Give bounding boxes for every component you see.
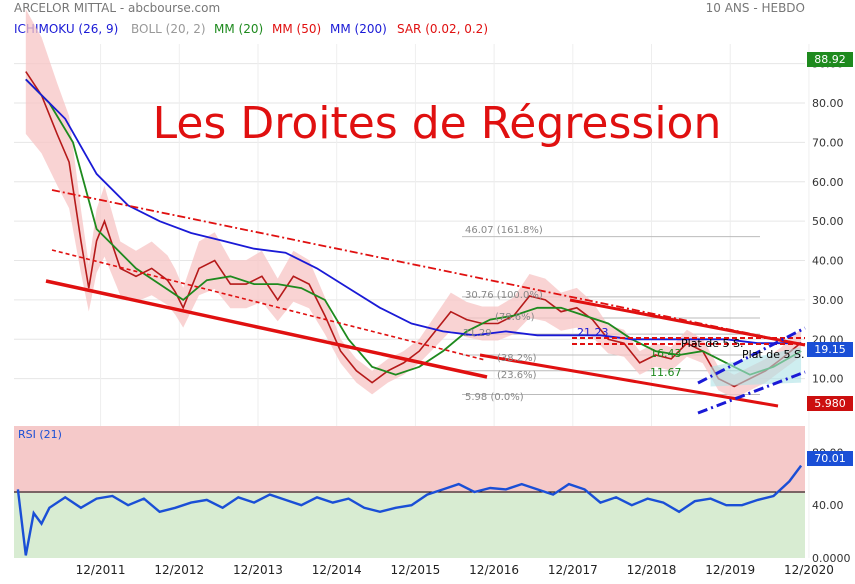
blue-channel-upper[interactable]	[697, 326, 806, 385]
price-tick-label: 80.00	[812, 97, 844, 110]
x-tick-label: 12/2015	[390, 563, 440, 577]
price-panel: 10.0020.0030.0040.0050.0060.0070.0080.00…	[14, 9, 853, 558]
period-label: 10 ANS - HEBDO	[706, 1, 805, 15]
rsi-title: RSI (21)	[18, 428, 62, 441]
x-tick-label: 12/2020	[784, 563, 834, 577]
price-tick-label: 10.00	[812, 373, 844, 386]
x-tick-label: 12/2011	[76, 563, 126, 577]
regression-low-2[interactable]	[479, 353, 779, 408]
x-axis: 12/2011 12/2012 12/2013 12/2014 12/2015 12/20…	[76, 563, 834, 577]
mm200-series	[25, 78, 802, 345]
price-tick-label: 70.00	[812, 136, 844, 149]
label-1643: 16.43	[650, 347, 682, 360]
fib-label-2129: 21.29	[463, 328, 492, 339]
price-badge-mid: 19.15	[807, 342, 853, 357]
svg-text:88.92: 88.92	[814, 53, 846, 66]
x-tick-label: 12/2018	[627, 563, 677, 577]
price-series	[25, 71, 802, 388]
label-2123: 21.23	[577, 326, 609, 339]
rsi-tick-label: 40.00	[812, 499, 844, 512]
rsi-overbought-zone	[14, 426, 805, 493]
blue-channel-lower[interactable]	[697, 370, 806, 415]
svg-text:70.01: 70.01	[814, 452, 846, 465]
fib-label-786: (78.6%)	[495, 312, 535, 323]
legend-ichimoku[interactable]: ICHIMOKU (26, 9)	[14, 22, 118, 36]
x-tick-label: 12/2017	[548, 563, 598, 577]
svg-text:19.15: 19.15	[814, 343, 846, 356]
price-axis: 10.0020.0030.0040.0050.0060.0070.0080.00…	[812, 58, 844, 386]
legend-mm20[interactable]: MM (20)	[214, 22, 263, 36]
fib-label-382: (38.2%)	[497, 353, 537, 364]
label-1167: 11.67	[650, 366, 682, 379]
fib-label-161: 46.07 (161.8%)	[465, 225, 543, 236]
instrument-title: ARCELOR MITTAL - abcbourse.com	[14, 1, 220, 15]
fib-label-100: 30.76 (100.0%)	[465, 290, 543, 301]
fib-label-0: 5.98 (0.0%)	[465, 392, 524, 403]
legend-mm50[interactable]: MM (50)	[272, 22, 321, 36]
indicator-legend: ICHIMOKU (26, 9) BOLL (20, 2) MM (20) MM…	[14, 22, 488, 36]
legend-boll[interactable]: BOLL (20, 2)	[131, 22, 206, 36]
price-badge-low: 5.980	[807, 396, 853, 411]
fib-labels: 46.07 (161.8%) 30.76 (100.0%) (78.6%) 21…	[463, 225, 543, 403]
rsi-neutral-zone	[14, 493, 805, 558]
price-badge-upper: 88.92	[807, 52, 853, 67]
price-tick-label: 60.00	[812, 176, 844, 189]
price-tick-label: 50.00	[812, 215, 844, 228]
mm20-series	[25, 78, 802, 376]
x-tick-label: 12/2012	[154, 563, 204, 577]
ichimoku-cloud	[710, 347, 802, 387]
price-tick-label: 40.00	[812, 255, 844, 268]
x-tick-label: 12/2013	[233, 563, 283, 577]
regression-lines	[45, 189, 806, 415]
plateau-label-2: Plat de 5 S.	[742, 348, 804, 361]
regression-upper-1	[51, 189, 806, 346]
price-tick-label: 30.00	[812, 294, 844, 307]
regression-mid-1	[51, 249, 486, 361]
x-tick-label: 12/2016	[469, 563, 519, 577]
x-tick-label: 12/2014	[312, 563, 362, 577]
rsi-series	[16, 464, 803, 556]
legend-mm200[interactable]: MM (200)	[330, 22, 387, 36]
x-tick-label: 12/2019	[705, 563, 755, 577]
plateau-label-1: Plat de 5 S.	[681, 337, 743, 350]
annotation-title: Les Droites de Régression	[153, 98, 722, 149]
svg-text:5.980: 5.980	[814, 397, 846, 410]
regression-low-1[interactable]	[45, 279, 488, 379]
rsi-tick-label: 0.0000	[812, 552, 851, 565]
rsi-badge: 70.01	[807, 451, 853, 466]
legend-sar[interactable]: SAR (0.02, 0.2)	[397, 22, 488, 36]
fib-label-236: (23.6%)	[497, 370, 537, 381]
